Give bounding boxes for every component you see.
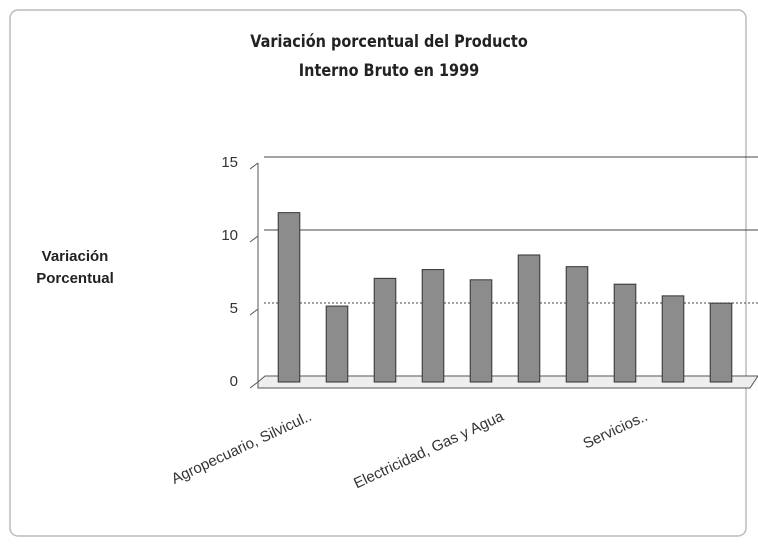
y-tick-label: 5 xyxy=(230,300,238,317)
bar xyxy=(661,295,685,383)
chart-title: Variación porcentual del Producto Intern… xyxy=(250,32,528,81)
y-tick-label: 10 xyxy=(221,227,238,244)
y-axis-title: Variación Porcentual xyxy=(36,248,114,287)
y-tick xyxy=(249,308,259,316)
y-tick xyxy=(249,235,259,243)
y-tick xyxy=(249,381,259,389)
y-tick-label: 15 xyxy=(221,154,238,171)
bar xyxy=(613,283,637,383)
bar xyxy=(421,269,445,383)
bar xyxy=(325,305,349,383)
y-tick xyxy=(249,162,259,170)
bar xyxy=(373,277,397,383)
chart-frame xyxy=(9,9,747,537)
bar xyxy=(565,266,589,383)
bar xyxy=(517,254,541,383)
bar xyxy=(709,302,733,383)
bar xyxy=(277,212,301,383)
y-tick-label: 0 xyxy=(230,373,238,390)
bar xyxy=(469,279,493,383)
